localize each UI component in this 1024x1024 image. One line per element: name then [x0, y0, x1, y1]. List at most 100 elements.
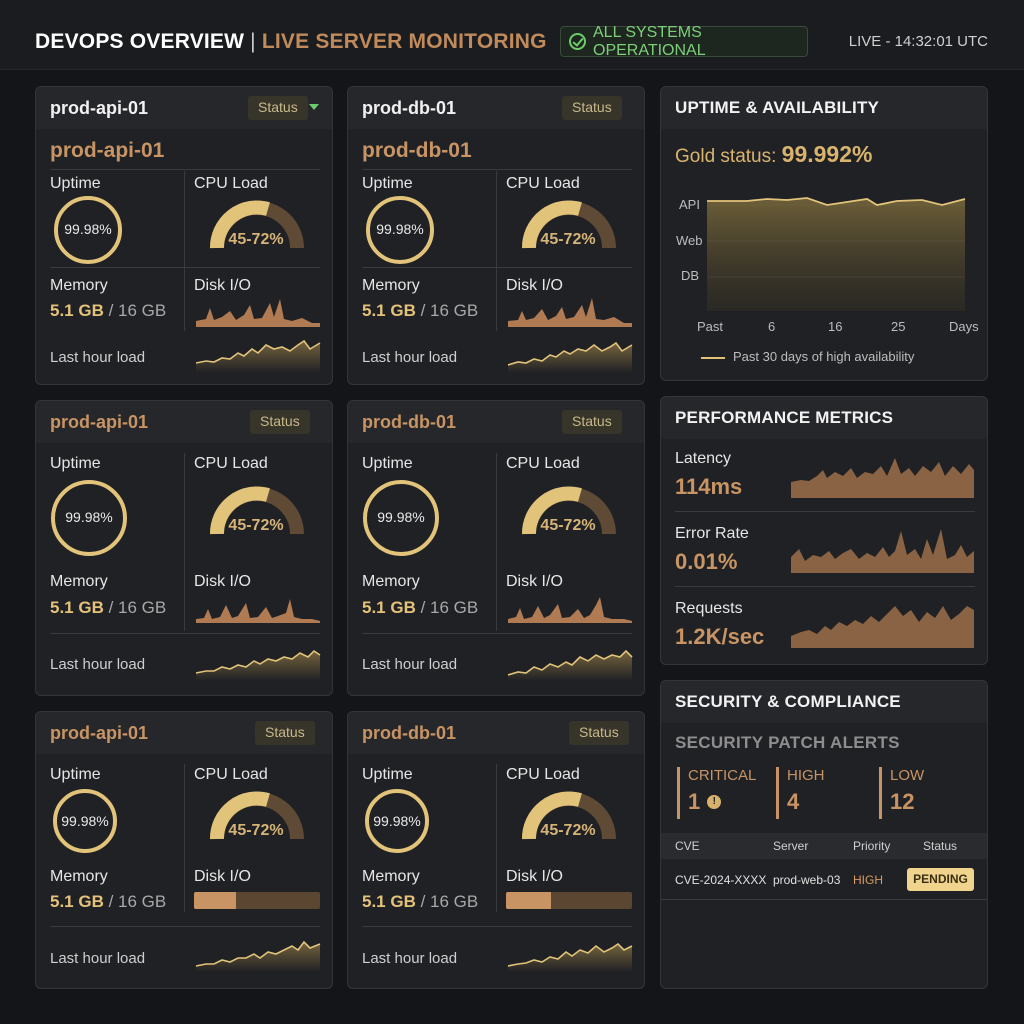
divider — [362, 633, 632, 634]
uptime-label: Uptime — [362, 455, 413, 472]
memory-value: 5.1 GB / 16 GB — [362, 301, 478, 321]
column-header-server[interactable]: Server — [773, 839, 809, 853]
server-name: prod-db-01 — [362, 723, 456, 743]
last-hour-load-label: Last hour load — [362, 349, 458, 366]
last-hour-load-chart — [195, 940, 321, 972]
disk-io-label: Disk I/O — [194, 277, 251, 294]
disk-io-bar — [506, 892, 632, 909]
memory-value: 5.1 GB / 16 GB — [362, 892, 478, 912]
status-button[interactable]: Status — [562, 410, 622, 434]
divider — [496, 764, 497, 912]
memory-total: / 16 GB — [420, 301, 479, 320]
cpu-load-value: 45-72% — [540, 822, 596, 839]
memory-value: 5.1 GB / 16 GB — [50, 892, 166, 912]
server-subname: prod-db-01 — [362, 139, 472, 162]
uptime-value: 99.98% — [377, 509, 425, 525]
cpu-load-value: 45-72% — [228, 822, 284, 839]
server-card-header: prod-db-01 Status — [348, 712, 644, 754]
latency-value: 114ms — [675, 474, 743, 499]
disk-io-label: Disk I/O — [506, 868, 563, 885]
system-status-badge[interactable]: ALL SYSTEMS OPERATIONAL — [560, 23, 808, 59]
y-axis-label: Web — [676, 233, 703, 248]
divider — [496, 453, 497, 631]
memory-label: Memory — [50, 868, 108, 885]
chevron-down-icon[interactable] — [309, 104, 319, 110]
title-text: DEVOPS OVERVIEW — [35, 30, 245, 53]
severity-critical[interactable]: CRITICAL 1! — [677, 767, 756, 819]
top-bar: DEVOPS OVERVIEW | LIVE SERVER MONITORING A… — [0, 0, 1024, 70]
gold-status-value: 99.992% — [781, 141, 873, 167]
cve-id: CVE-2024-XXXX — [675, 873, 767, 887]
uptime-value: 99.98% — [376, 221, 424, 237]
divider — [50, 267, 320, 268]
status-button[interactable]: Status — [250, 410, 310, 434]
uptime-ring — [365, 789, 429, 853]
y-axis-label: DB — [681, 268, 700, 283]
system-status-text: ALL SYSTEMS OPERATIONAL — [593, 23, 706, 59]
row-server: prod-web-03 — [773, 873, 841, 887]
column-header-cve[interactable]: CVE — [675, 839, 700, 853]
pending-status-badge[interactable]: PENDING — [907, 868, 974, 891]
cpu-load-value: 45-72% — [540, 517, 596, 534]
severity-count-value: 4 — [787, 789, 800, 814]
x-axis-label: Past — [697, 319, 724, 334]
last-hour-load-chart — [507, 341, 633, 373]
column-header-priority[interactable]: Priority — [853, 839, 891, 853]
server-card: prod-api-01 Status Uptime 99.98% CPU Loa… — [35, 400, 333, 696]
error-rate-value: 0.01% — [675, 549, 738, 574]
severity-count: 4 — [787, 789, 825, 815]
status-button[interactable]: Status — [562, 96, 622, 120]
cpu-gauge — [209, 791, 304, 840]
cpu-load-label: CPU Load — [506, 766, 580, 783]
cpu-gauge — [209, 200, 304, 249]
error-rate-sparkline — [791, 529, 974, 573]
security-compliance-panel: SECURITY & COMPLIANCE SECURITY PATCH ALE… — [660, 680, 988, 989]
memory-label: Memory — [50, 277, 108, 294]
cpu-gauge — [521, 486, 616, 535]
dashboard-title: DEVOPS OVERVIEW | LIVE SERVER MONITORING — [35, 30, 547, 54]
requests-value: 1.2K/sec — [675, 624, 765, 649]
server-name: prod-db-01 — [362, 98, 456, 118]
cpu-load-label: CPU Load — [194, 766, 268, 783]
cpu-load-value: 45-72% — [540, 231, 596, 248]
last-hour-load-label: Last hour load — [362, 656, 458, 673]
severity-high[interactable]: HIGH 4 — [776, 767, 825, 819]
x-axis-label: 6 — [768, 319, 776, 334]
server-card: prod-db-01 Status prod-db-01 Uptime 99.9… — [347, 86, 645, 385]
status-button[interactable]: Status — [255, 721, 315, 745]
cpu-gauge — [521, 791, 616, 840]
last-hour-load-label: Last hour load — [50, 950, 146, 967]
legend-swatch — [701, 356, 725, 359]
column-header-status[interactable]: Status — [923, 839, 958, 853]
uptime-ring — [53, 789, 117, 853]
cpu-load-value: 45-72% — [228, 231, 284, 248]
divider — [661, 899, 987, 900]
uptime-value: 99.98% — [61, 813, 109, 829]
status-button[interactable]: Status — [569, 721, 629, 745]
uptime-label: Uptime — [362, 175, 413, 192]
disk-io-sparkline — [196, 599, 320, 623]
severity-low[interactable]: LOW 12 — [879, 767, 924, 819]
divider — [184, 453, 185, 631]
divider — [184, 171, 185, 331]
severity-label: HIGH — [787, 767, 825, 784]
divider — [675, 511, 975, 512]
memory-used: 5.1 GB — [50, 598, 104, 617]
last-hour-load-chart — [195, 649, 321, 681]
error-rate-label: Error Rate — [675, 525, 749, 542]
uptime-value: 99.98% — [65, 509, 113, 525]
status-button[interactable]: Status — [248, 96, 308, 120]
title-separator: | — [250, 30, 256, 53]
x-axis-label: 16 — [828, 319, 843, 334]
chart-legend: Past 30 days of high availability — [701, 349, 914, 364]
divider — [50, 926, 320, 927]
memory-used: 5.1 GB — [362, 892, 416, 911]
last-hour-load-chart — [507, 649, 633, 681]
panel-title: UPTIME & AVAILABILITY — [675, 98, 880, 117]
uptime-label: Uptime — [50, 455, 101, 472]
memory-value: 5.1 GB / 16 GB — [50, 598, 166, 618]
uptime-value: 99.98% — [373, 813, 421, 829]
memory-total: / 16 GB — [420, 598, 479, 617]
server-card-header: prod-api-01 Status — [36, 401, 332, 443]
server-card: prod-db-01 Status Uptime 99.98% CPU Load… — [347, 400, 645, 696]
